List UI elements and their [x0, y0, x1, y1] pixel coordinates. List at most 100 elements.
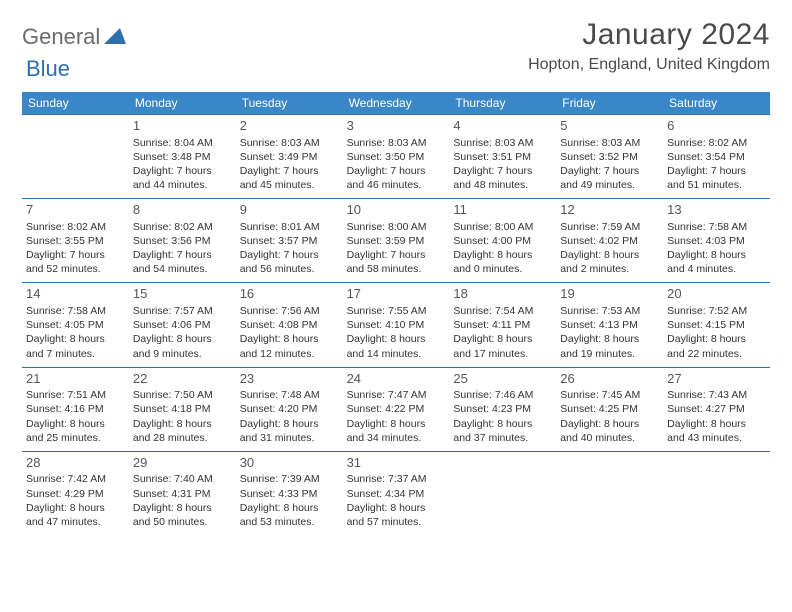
- calendar-cell: 7Sunrise: 8:02 AMSunset: 3:55 PMDaylight…: [22, 198, 129, 282]
- sunrise-text: Sunrise: 7:45 AM: [560, 388, 659, 402]
- day-header-wed: Wednesday: [343, 92, 450, 114]
- sunset-text: Sunset: 3:54 PM: [667, 150, 766, 164]
- calendar: Sunday Monday Tuesday Wednesday Thursday…: [22, 92, 770, 535]
- daylight-text: Daylight: 7 hours and 54 minutes.: [133, 248, 232, 276]
- sunrise-text: Sunrise: 7:53 AM: [560, 304, 659, 318]
- week-row: 7Sunrise: 8:02 AMSunset: 3:55 PMDaylight…: [22, 198, 770, 282]
- sunset-text: Sunset: 4:33 PM: [240, 487, 339, 501]
- sunset-text: Sunset: 4:18 PM: [133, 402, 232, 416]
- sunrise-text: Sunrise: 7:56 AM: [240, 304, 339, 318]
- daylight-text: Daylight: 8 hours and 7 minutes.: [26, 332, 125, 360]
- sunset-text: Sunset: 3:52 PM: [560, 150, 659, 164]
- sunset-text: Sunset: 4:23 PM: [453, 402, 552, 416]
- daylight-text: Daylight: 7 hours and 52 minutes.: [26, 248, 125, 276]
- day-number: 14: [26, 285, 125, 303]
- day-number: 3: [347, 117, 446, 135]
- day-number: 24: [347, 370, 446, 388]
- calendar-cell: [556, 451, 663, 535]
- sunset-text: Sunset: 3:55 PM: [26, 234, 125, 248]
- sunset-text: Sunset: 4:06 PM: [133, 318, 232, 332]
- calendar-cell: 15Sunrise: 7:57 AMSunset: 4:06 PMDayligh…: [129, 282, 236, 366]
- daylight-text: Daylight: 8 hours and 34 minutes.: [347, 417, 446, 445]
- sunset-text: Sunset: 4:29 PM: [26, 487, 125, 501]
- day-header-fri: Friday: [556, 92, 663, 114]
- day-number: 30: [240, 454, 339, 472]
- calendar-cell: 31Sunrise: 7:37 AMSunset: 4:34 PMDayligh…: [343, 451, 450, 535]
- calendar-cell: [663, 451, 770, 535]
- day-number: 8: [133, 201, 232, 219]
- day-number: 18: [453, 285, 552, 303]
- day-header-mon: Monday: [129, 92, 236, 114]
- sunrise-text: Sunrise: 7:52 AM: [667, 304, 766, 318]
- calendar-cell: 18Sunrise: 7:54 AMSunset: 4:11 PMDayligh…: [449, 282, 556, 366]
- day-number: 28: [26, 454, 125, 472]
- day-number: 6: [667, 117, 766, 135]
- day-number: 4: [453, 117, 552, 135]
- calendar-cell: 14Sunrise: 7:58 AMSunset: 4:05 PMDayligh…: [22, 282, 129, 366]
- daylight-text: Daylight: 8 hours and 40 minutes.: [560, 417, 659, 445]
- daylight-text: Daylight: 7 hours and 46 minutes.: [347, 164, 446, 192]
- daylight-text: Daylight: 8 hours and 2 minutes.: [560, 248, 659, 276]
- sunset-text: Sunset: 4:31 PM: [133, 487, 232, 501]
- sunset-text: Sunset: 4:27 PM: [667, 402, 766, 416]
- sunset-text: Sunset: 4:16 PM: [26, 402, 125, 416]
- sunrise-text: Sunrise: 8:02 AM: [26, 220, 125, 234]
- day-number: 20: [667, 285, 766, 303]
- daylight-text: Daylight: 8 hours and 17 minutes.: [453, 332, 552, 360]
- daylight-text: Daylight: 8 hours and 9 minutes.: [133, 332, 232, 360]
- sunrise-text: Sunrise: 8:00 AM: [347, 220, 446, 234]
- day-number: 2: [240, 117, 339, 135]
- daylight-text: Daylight: 7 hours and 45 minutes.: [240, 164, 339, 192]
- sunrise-text: Sunrise: 7:59 AM: [560, 220, 659, 234]
- calendar-cell: 10Sunrise: 8:00 AMSunset: 3:59 PMDayligh…: [343, 198, 450, 282]
- weeks-container: 1Sunrise: 8:04 AMSunset: 3:48 PMDaylight…: [22, 114, 770, 535]
- day-header-tue: Tuesday: [236, 92, 343, 114]
- day-number: 12: [560, 201, 659, 219]
- sunset-text: Sunset: 4:10 PM: [347, 318, 446, 332]
- day-header-sun: Sunday: [22, 92, 129, 114]
- day-header-row: Sunday Monday Tuesday Wednesday Thursday…: [22, 92, 770, 114]
- daylight-text: Daylight: 8 hours and 14 minutes.: [347, 332, 446, 360]
- sunset-text: Sunset: 3:57 PM: [240, 234, 339, 248]
- sunrise-text: Sunrise: 8:01 AM: [240, 220, 339, 234]
- calendar-cell: 3Sunrise: 8:03 AMSunset: 3:50 PMDaylight…: [343, 114, 450, 198]
- calendar-cell: 13Sunrise: 7:58 AMSunset: 4:03 PMDayligh…: [663, 198, 770, 282]
- daylight-text: Daylight: 7 hours and 56 minutes.: [240, 248, 339, 276]
- week-row: 1Sunrise: 8:04 AMSunset: 3:48 PMDaylight…: [22, 114, 770, 198]
- sunset-text: Sunset: 4:05 PM: [26, 318, 125, 332]
- sunset-text: Sunset: 4:15 PM: [667, 318, 766, 332]
- calendar-cell: 6Sunrise: 8:02 AMSunset: 3:54 PMDaylight…: [663, 114, 770, 198]
- daylight-text: Daylight: 7 hours and 51 minutes.: [667, 164, 766, 192]
- sunrise-text: Sunrise: 7:42 AM: [26, 472, 125, 486]
- calendar-cell: 17Sunrise: 7:55 AMSunset: 4:10 PMDayligh…: [343, 282, 450, 366]
- week-row: 14Sunrise: 7:58 AMSunset: 4:05 PMDayligh…: [22, 282, 770, 366]
- daylight-text: Daylight: 8 hours and 53 minutes.: [240, 501, 339, 529]
- sunrise-text: Sunrise: 7:37 AM: [347, 472, 446, 486]
- logo: General: [22, 24, 128, 50]
- sunrise-text: Sunrise: 8:03 AM: [560, 136, 659, 150]
- calendar-cell: 1Sunrise: 8:04 AMSunset: 3:48 PMDaylight…: [129, 114, 236, 198]
- sunrise-text: Sunrise: 7:55 AM: [347, 304, 446, 318]
- sunset-text: Sunset: 4:08 PM: [240, 318, 339, 332]
- title-block: January 2024 Hopton, England, United Kin…: [528, 18, 770, 74]
- calendar-cell: 9Sunrise: 8:01 AMSunset: 3:57 PMDaylight…: [236, 198, 343, 282]
- sunset-text: Sunset: 4:02 PM: [560, 234, 659, 248]
- sunrise-text: Sunrise: 8:04 AM: [133, 136, 232, 150]
- calendar-cell: 21Sunrise: 7:51 AMSunset: 4:16 PMDayligh…: [22, 367, 129, 451]
- daylight-text: Daylight: 8 hours and 28 minutes.: [133, 417, 232, 445]
- sunset-text: Sunset: 4:13 PM: [560, 318, 659, 332]
- sunrise-text: Sunrise: 7:57 AM: [133, 304, 232, 318]
- sunset-text: Sunset: 4:22 PM: [347, 402, 446, 416]
- day-number: 1: [133, 117, 232, 135]
- daylight-text: Daylight: 8 hours and 4 minutes.: [667, 248, 766, 276]
- day-header-thu: Thursday: [449, 92, 556, 114]
- day-header-sat: Saturday: [663, 92, 770, 114]
- logo-text-general: General: [22, 24, 100, 50]
- calendar-cell: 4Sunrise: 8:03 AMSunset: 3:51 PMDaylight…: [449, 114, 556, 198]
- day-number: 19: [560, 285, 659, 303]
- month-title: January 2024: [528, 18, 770, 52]
- day-number: 9: [240, 201, 339, 219]
- week-row: 28Sunrise: 7:42 AMSunset: 4:29 PM Dayligh…: [22, 451, 770, 535]
- day-number: 25: [453, 370, 552, 388]
- logo-triangle-icon: [104, 26, 126, 49]
